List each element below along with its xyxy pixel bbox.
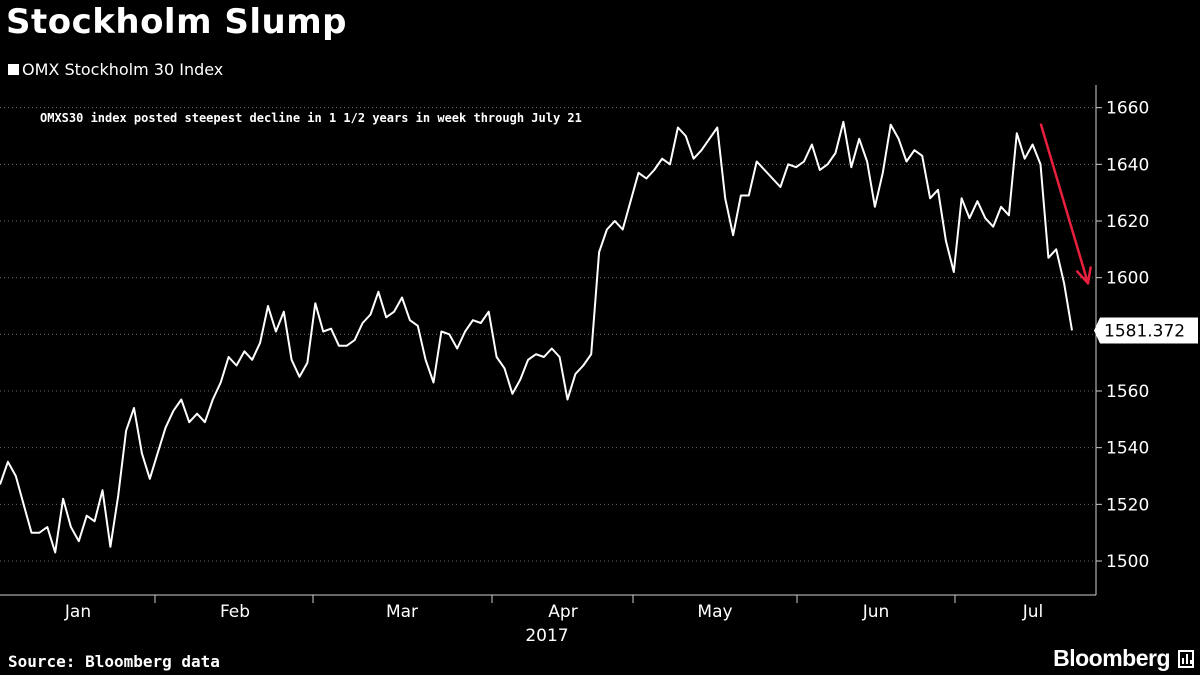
trend-arrow xyxy=(1039,123,1090,285)
x-year-label: 2017 xyxy=(525,626,568,646)
chart-title: Stockholm Slump xyxy=(6,2,347,42)
y-tick-label: 1500 xyxy=(1106,552,1149,572)
y-tick-label: 1560 xyxy=(1106,382,1149,402)
brand-wordmark: Bloomberg xyxy=(1053,645,1170,671)
x-tick-label: May xyxy=(697,602,732,622)
legend-swatch xyxy=(8,64,19,75)
y-tick-label: 1520 xyxy=(1106,495,1149,515)
brand-logo: Bloomberg xyxy=(1053,645,1194,672)
x-tick-label: Feb xyxy=(220,602,250,622)
legend-label: OMX Stockholm 30 Index xyxy=(22,60,224,79)
series-line xyxy=(0,120,1073,554)
last-value-label: 1581.372 xyxy=(1104,321,1185,341)
legend: OMX Stockholm 30 Index xyxy=(8,60,223,79)
y-tick-label: 1540 xyxy=(1106,439,1149,459)
source-note: Source: Bloomberg data xyxy=(8,652,220,671)
y-tick-label: 1660 xyxy=(1106,99,1149,119)
y-tick-label: 1620 xyxy=(1106,212,1149,232)
last-value-badge xyxy=(1094,317,1198,344)
x-tick-label: Apr xyxy=(548,602,577,622)
x-tick-label: Jun xyxy=(862,602,890,622)
x-tick-label: Jan xyxy=(64,602,91,622)
trend-arrow-head xyxy=(1075,266,1092,285)
terminal-icon xyxy=(1178,649,1194,668)
x-tick-label: Mar xyxy=(386,602,418,622)
y-tick-label: 1640 xyxy=(1106,155,1149,175)
y-tick-label: 1600 xyxy=(1106,269,1149,289)
x-tick-label: Jul xyxy=(1022,602,1044,622)
annotation-text: OMXS30 index posted steepest decline in … xyxy=(40,111,582,125)
